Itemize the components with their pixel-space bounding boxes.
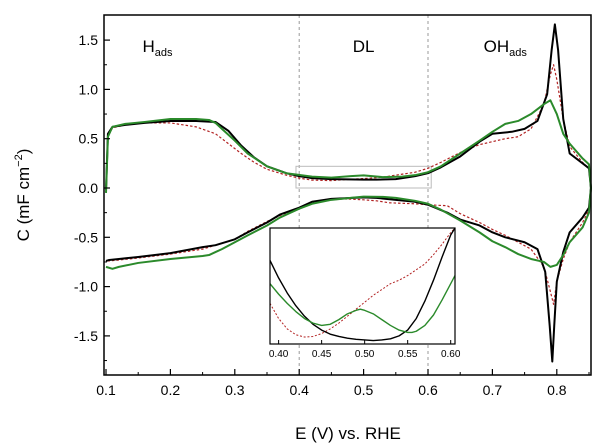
inset-curves bbox=[269, 227, 456, 342]
inset-curve-green bbox=[269, 275, 456, 334]
y-tick-label: 0.5 bbox=[79, 131, 99, 147]
x-tick-label: 0.6 bbox=[418, 382, 438, 398]
region-label-main: DL bbox=[353, 37, 375, 56]
inset-curve-red bbox=[269, 227, 456, 338]
region-label-sub: ads bbox=[509, 47, 527, 59]
y-axis-title-end: ) bbox=[14, 149, 33, 155]
y-tick-label: 1.5 bbox=[79, 32, 99, 48]
y-tick-label: -1.0 bbox=[74, 279, 98, 295]
y-tick-label: 0.0 bbox=[79, 180, 99, 196]
region-labels: Hads DL OHads bbox=[143, 37, 528, 59]
inset-background bbox=[270, 228, 455, 344]
x-tick-label: 0.8 bbox=[547, 382, 567, 398]
x-tick-label: 0.5 bbox=[354, 382, 374, 398]
y-tick-label: -0.5 bbox=[74, 229, 98, 245]
inset-x-tick-label: 0.50 bbox=[355, 349, 375, 360]
y-axis-title-main: C (mF cm bbox=[14, 167, 33, 242]
region-label-main: H bbox=[143, 37, 155, 56]
inset-x-ticks: 0.40 0.45 0.50 0.55 0.60 bbox=[269, 340, 461, 360]
y-axis-title: C (mF cm−2) bbox=[13, 149, 33, 242]
inset-curve-black bbox=[269, 227, 456, 342]
x-axis-title: E (V) vs. RHE bbox=[295, 424, 401, 443]
x-tick-label: 0.7 bbox=[483, 382, 503, 398]
inset-x-tick-label: 0.55 bbox=[398, 349, 418, 360]
region-label: DL bbox=[353, 37, 375, 56]
region-label-main: OH bbox=[484, 37, 510, 56]
inset-x-tick-label: 0.45 bbox=[312, 349, 332, 360]
cv-curve-green bbox=[105, 99, 592, 270]
x-tick-label: 0.2 bbox=[161, 382, 181, 398]
inset-x-tick-label: 0.60 bbox=[441, 349, 461, 360]
region-label: OHads bbox=[484, 37, 528, 59]
inset-frame bbox=[269, 227, 456, 345]
y-axis-ticks: 1.5 1.0 0.5 0.0 -0.5 -1.0 -1.5 bbox=[74, 32, 110, 362]
x-axis-ticks: 0.1 0.2 0.3 0.4 0.5 0.6 0.7 0.8 bbox=[96, 369, 590, 398]
plot-frame bbox=[103, 14, 592, 376]
x-tick-label: 0.1 bbox=[96, 382, 116, 398]
inset-x-tick-label: 0.40 bbox=[269, 349, 289, 360]
x-tick-label: 0.4 bbox=[289, 382, 309, 398]
y-tick-label: 1.0 bbox=[79, 81, 99, 97]
region-label-sub: ads bbox=[155, 47, 173, 59]
y-tick-label: -1.5 bbox=[74, 328, 98, 344]
inset-plot: 0.40 0.45 0.50 0.55 0.60 bbox=[269, 227, 461, 360]
region-label: Hads bbox=[143, 37, 174, 59]
x-tick-label: 0.3 bbox=[225, 382, 245, 398]
main-plot-curves bbox=[105, 23, 592, 363]
y-axis-title-sup: −2 bbox=[13, 154, 25, 167]
